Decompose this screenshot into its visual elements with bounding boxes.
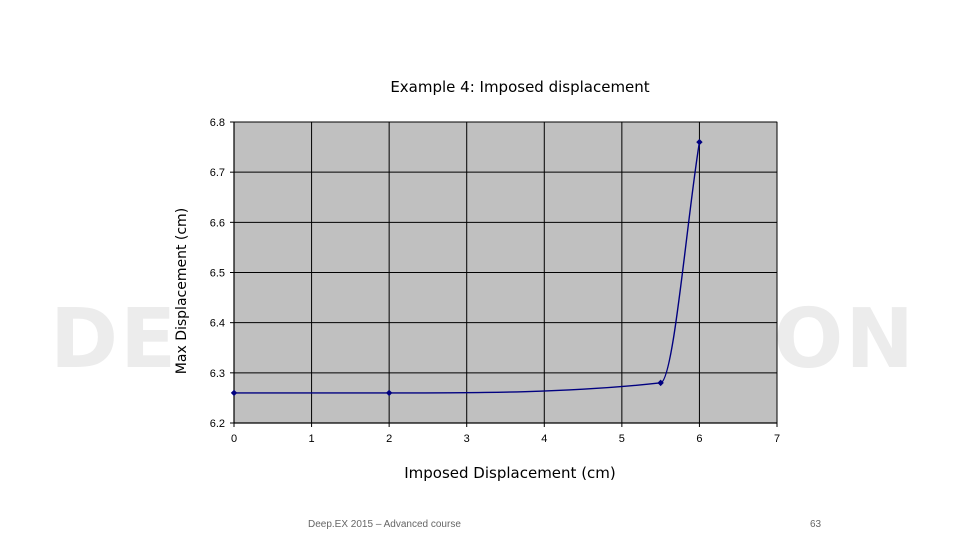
x-tick-label: 2 [386,433,392,445]
y-tick-label: 6.7 [210,167,225,179]
series-line [233,141,701,394]
chart-title: Example 4: Imposed displacement [390,78,650,96]
watermark: DE ON [0,290,960,390]
x-axis-label: Imposed Displacement (cm) [404,464,616,482]
y-tick-label: 6.4 [210,318,225,330]
x-tick-label: 3 [464,433,470,445]
x-tick-label: 7 [774,433,780,445]
y-tick-label: 6.3 [210,368,225,380]
y-tick-label: 6.8 [210,117,225,129]
y-tick-label: 6.5 [210,268,225,280]
x-tick-label: 5 [619,433,625,445]
x-tick-label: 4 [541,433,547,445]
data-point [696,138,703,146]
x-tick-label: 0 [231,433,237,445]
x-tick-label: 6 [696,433,702,445]
page-number: 63 [810,519,822,530]
footer-text: Deep.EX 2015 – Advanced course [308,519,461,530]
x-tick-label: 1 [309,433,315,445]
data-point [385,389,393,397]
y-axis-label: Max Displacement (cm) [174,207,190,375]
watermark-left: DE [50,292,179,387]
data-point [657,379,664,387]
y-tick-label: 6.6 [210,217,225,229]
watermark-right: ON [773,292,916,387]
y-tick-label: 6.2 [210,418,225,430]
data-point [230,389,238,397]
